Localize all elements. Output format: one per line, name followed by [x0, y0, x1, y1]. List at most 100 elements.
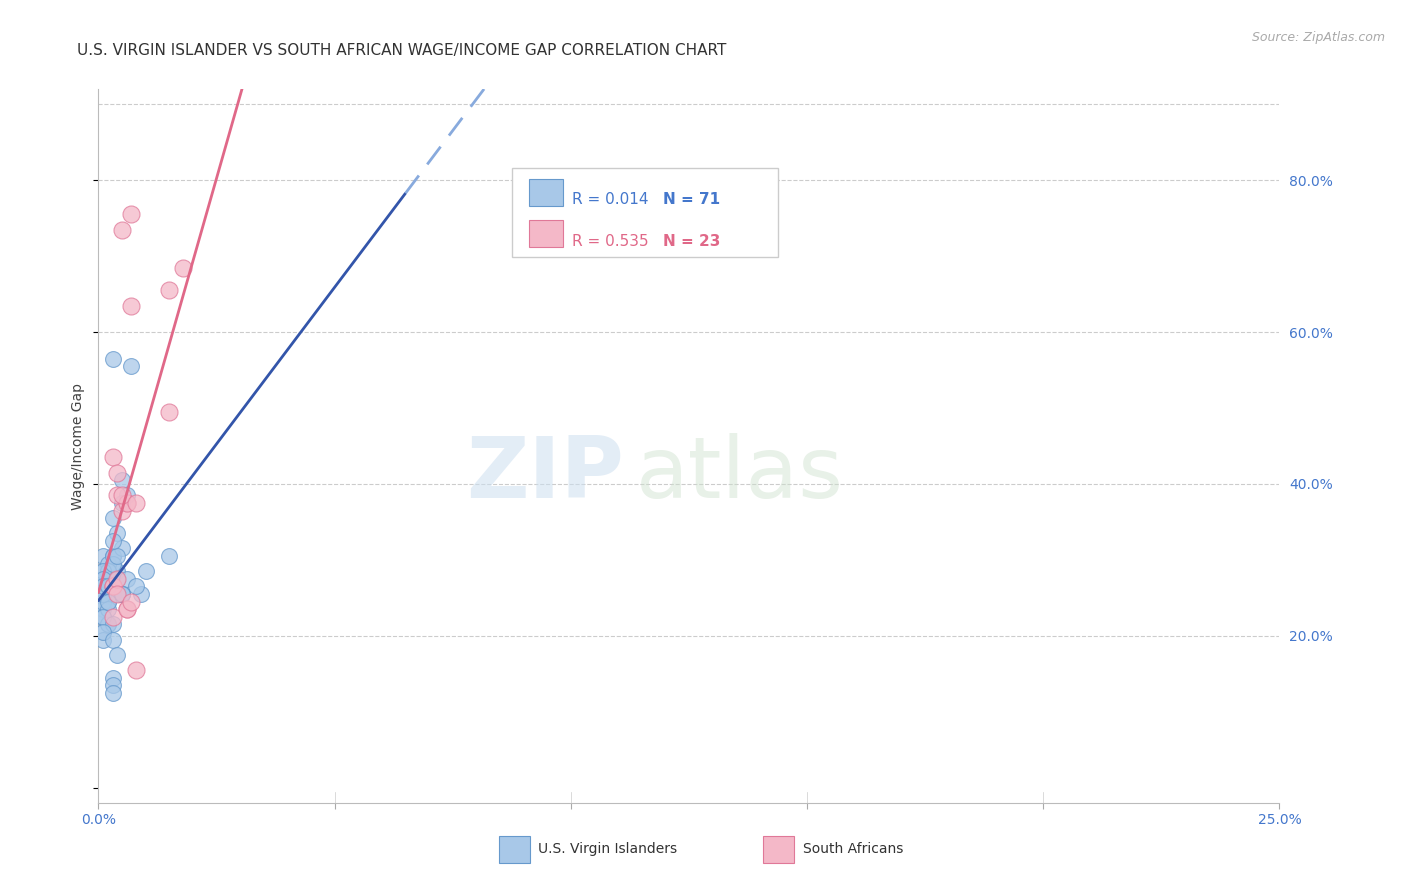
- Text: R = 0.535: R = 0.535: [572, 234, 648, 249]
- Point: [115, 496, 138, 510]
- Point: [97, 579, 120, 593]
- FancyBboxPatch shape: [512, 168, 778, 257]
- Point: [101, 579, 124, 593]
- Point: [125, 496, 148, 510]
- Point: [105, 564, 128, 578]
- Point: [111, 496, 134, 510]
- Y-axis label: Wage/Income Gap: Wage/Income Gap: [72, 383, 86, 509]
- Point: [91, 572, 114, 586]
- Point: [97, 564, 120, 578]
- Point: [91, 632, 114, 647]
- Point: [105, 549, 128, 563]
- Point: [101, 686, 124, 700]
- Point: [111, 503, 134, 517]
- Point: [91, 572, 114, 586]
- Point: [115, 602, 138, 616]
- Point: [101, 549, 124, 563]
- Point: [101, 511, 124, 525]
- Point: [105, 488, 128, 502]
- Point: [105, 526, 128, 541]
- Point: [91, 564, 114, 578]
- Point: [105, 587, 128, 601]
- Point: [91, 579, 114, 593]
- Text: N = 23: N = 23: [664, 234, 720, 249]
- Point: [125, 663, 148, 677]
- Point: [101, 632, 124, 647]
- Bar: [530, 220, 562, 247]
- Point: [101, 579, 124, 593]
- Point: [111, 587, 134, 601]
- Point: [115, 602, 138, 616]
- Point: [97, 572, 120, 586]
- Point: [101, 671, 124, 685]
- Point: [105, 572, 128, 586]
- Point: [91, 579, 114, 593]
- Point: [97, 587, 120, 601]
- Point: [101, 587, 124, 601]
- Point: [101, 557, 124, 571]
- Point: [97, 594, 120, 608]
- Point: [91, 579, 114, 593]
- Text: ZIP: ZIP: [467, 433, 624, 516]
- Point: [101, 351, 124, 366]
- Text: South Africans: South Africans: [803, 842, 903, 856]
- Text: U.S. Virgin Islanders: U.S. Virgin Islanders: [538, 842, 678, 856]
- Point: [105, 466, 128, 480]
- Point: [101, 549, 124, 563]
- Point: [111, 587, 134, 601]
- Text: atlas: atlas: [636, 433, 844, 516]
- Point: [172, 260, 194, 275]
- Point: [115, 572, 138, 586]
- Bar: [499, 836, 530, 863]
- Point: [105, 572, 128, 586]
- Point: [91, 609, 114, 624]
- Point: [91, 587, 114, 601]
- Point: [105, 587, 128, 601]
- Point: [121, 299, 143, 313]
- Point: [157, 549, 180, 563]
- Point: [121, 359, 143, 374]
- Point: [97, 617, 120, 632]
- Bar: [763, 836, 794, 863]
- Point: [91, 609, 114, 624]
- Point: [91, 594, 114, 608]
- Text: N = 71: N = 71: [664, 193, 720, 208]
- Point: [91, 564, 114, 578]
- Point: [101, 617, 124, 632]
- Point: [97, 602, 120, 616]
- Point: [91, 625, 114, 640]
- Point: [115, 488, 138, 502]
- Point: [97, 594, 120, 608]
- Point: [135, 564, 157, 578]
- Point: [157, 405, 180, 419]
- Point: [91, 549, 114, 563]
- Bar: [530, 179, 562, 206]
- Point: [97, 572, 120, 586]
- Text: Source: ZipAtlas.com: Source: ZipAtlas.com: [1251, 31, 1385, 45]
- Point: [101, 609, 124, 624]
- Point: [111, 541, 134, 556]
- Text: U.S. VIRGIN ISLANDER VS SOUTH AFRICAN WAGE/INCOME GAP CORRELATION CHART: U.S. VIRGIN ISLANDER VS SOUTH AFRICAN WA…: [77, 43, 727, 58]
- Point: [91, 594, 114, 608]
- Point: [121, 594, 143, 608]
- Point: [91, 594, 114, 608]
- Point: [129, 587, 152, 601]
- Point: [97, 572, 120, 586]
- Point: [97, 557, 120, 571]
- Point: [97, 587, 120, 601]
- Point: [157, 284, 180, 298]
- Point: [111, 587, 134, 601]
- Point: [111, 473, 134, 487]
- Point: [101, 557, 124, 571]
- Point: [101, 579, 124, 593]
- Point: [101, 533, 124, 548]
- Point: [97, 564, 120, 578]
- Point: [97, 617, 120, 632]
- Point: [121, 207, 143, 221]
- Point: [91, 602, 114, 616]
- Point: [97, 572, 120, 586]
- Point: [105, 648, 128, 662]
- Point: [101, 450, 124, 465]
- Point: [115, 496, 138, 510]
- Point: [101, 678, 124, 692]
